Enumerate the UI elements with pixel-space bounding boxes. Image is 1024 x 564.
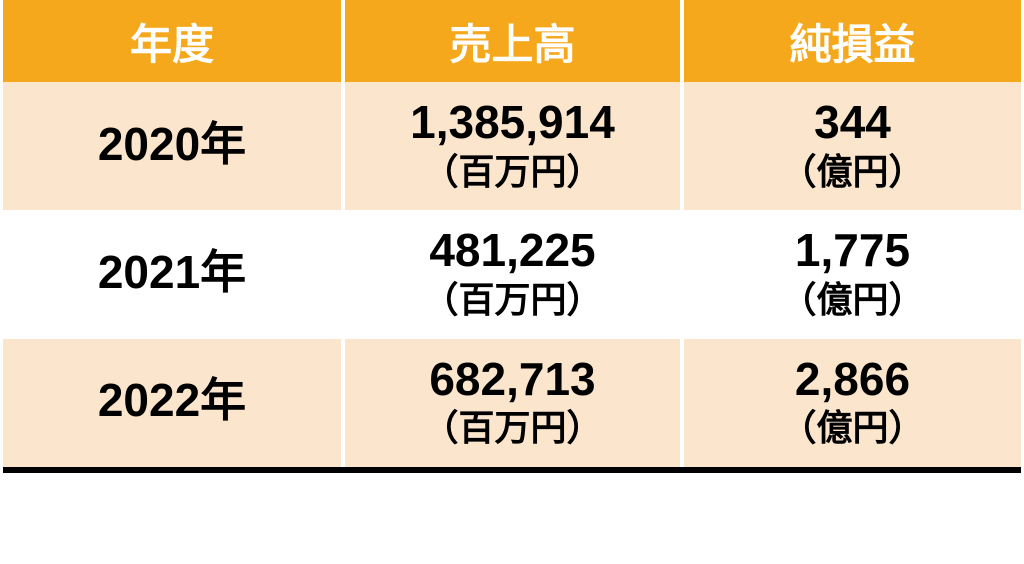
year-label: 2020年 xyxy=(98,118,246,170)
cell-year: 2021年 xyxy=(3,210,343,338)
col-header-year: 年度 xyxy=(3,0,343,82)
profit-value: 2,866 xyxy=(684,353,1021,406)
revenue-unit: （百万円） xyxy=(345,279,680,320)
revenue-unit: （百万円） xyxy=(345,151,680,192)
table-row: 2020年 1,385,914 （百万円） 344 （億円） xyxy=(3,82,1021,210)
cell-revenue: 682,713 （百万円） xyxy=(343,339,682,467)
profit-value: 1,775 xyxy=(684,224,1021,277)
col-header-profit: 純損益 xyxy=(682,0,1021,82)
col-header-revenue: 売上高 xyxy=(343,0,682,82)
cell-year: 2020年 xyxy=(3,82,343,210)
cell-revenue: 481,225 （百万円） xyxy=(343,210,682,338)
table-header-row: 年度 売上高 純損益 xyxy=(3,0,1021,82)
cell-profit: 344 （億円） xyxy=(682,82,1021,210)
year-label: 2022年 xyxy=(98,374,246,426)
table-row: 2022年 682,713 （百万円） 2,866 （億円） xyxy=(3,339,1021,467)
year-label: 2021年 xyxy=(98,246,246,298)
revenue-value: 1,385,914 xyxy=(345,96,680,149)
revenue-value: 481,225 xyxy=(345,224,680,277)
cell-profit: 2,866 （億円） xyxy=(682,339,1021,467)
revenue-unit: （百万円） xyxy=(345,407,680,448)
profit-value: 344 xyxy=(684,96,1021,149)
profit-unit: （億円） xyxy=(684,279,1021,320)
cell-profit: 1,775 （億円） xyxy=(682,210,1021,338)
financial-table: 年度 売上高 純損益 2020年 1,385,914 （百万円） 344 xyxy=(3,0,1021,467)
cell-year: 2022年 xyxy=(3,339,343,467)
cell-revenue: 1,385,914 （百万円） xyxy=(343,82,682,210)
profit-unit: （億円） xyxy=(684,151,1021,192)
revenue-value: 682,713 xyxy=(345,353,680,406)
profit-unit: （億円） xyxy=(684,407,1021,448)
bottom-rule xyxy=(3,467,1021,473)
table-row: 2021年 481,225 （百万円） 1,775 （億円） xyxy=(3,210,1021,338)
